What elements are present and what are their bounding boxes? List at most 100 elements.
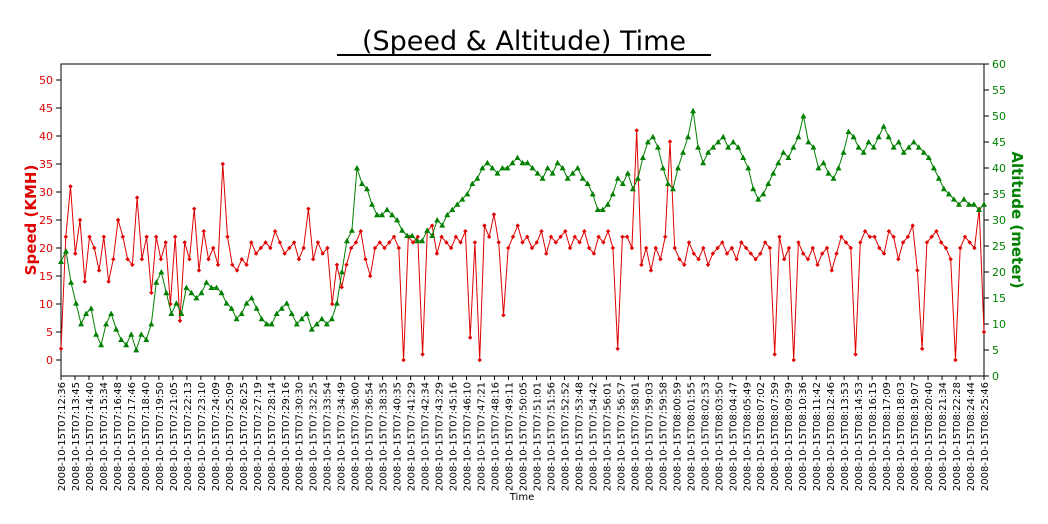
altitude-point bbox=[755, 196, 762, 202]
speed-point bbox=[82, 279, 87, 284]
speed-point bbox=[296, 257, 302, 262]
altitude-point bbox=[318, 315, 325, 322]
left-axis-tick-label: 20 bbox=[39, 242, 53, 255]
altitude-point bbox=[835, 165, 842, 171]
altitude-point bbox=[569, 170, 576, 176]
altitude-point bbox=[238, 310, 245, 316]
altitude-point bbox=[700, 159, 707, 166]
speed-point bbox=[534, 240, 539, 245]
y-axis-left-label: Speed (KMH) bbox=[22, 165, 40, 276]
x-axis-tick-label: 2008-10-15T08:07:02 bbox=[756, 382, 767, 491]
altitude-point bbox=[624, 170, 631, 176]
altitude-point bbox=[629, 185, 636, 192]
left-axis-tick-label: 45 bbox=[39, 102, 53, 115]
speed-point bbox=[63, 234, 68, 239]
altitude-point bbox=[78, 321, 85, 327]
speed-point bbox=[938, 240, 944, 245]
x-axis-tick-label: 2008-10-15T07:15:34 bbox=[99, 382, 110, 491]
speed-point bbox=[372, 245, 378, 251]
speed-point bbox=[834, 251, 839, 256]
altitude-point bbox=[333, 300, 340, 306]
left-axis-tick-label: 10 bbox=[39, 298, 53, 311]
x-axis-tick-label: 2008-10-15T08:12:46 bbox=[826, 382, 837, 491]
altitude-point bbox=[474, 175, 481, 181]
altitude-point bbox=[970, 201, 977, 207]
speed-point bbox=[705, 262, 711, 267]
speed-point bbox=[192, 206, 197, 211]
altitude-point bbox=[669, 185, 676, 192]
speed-point bbox=[253, 251, 259, 256]
altitude-point bbox=[830, 175, 837, 181]
x-axis-tick-label: 2008-10-15T07:56:01 bbox=[602, 382, 613, 491]
speed-point bbox=[605, 229, 611, 234]
speed-point bbox=[363, 257, 368, 262]
speed-point bbox=[434, 251, 440, 256]
speed-point bbox=[667, 139, 673, 144]
speed-point bbox=[344, 262, 349, 267]
altitude-point bbox=[379, 211, 386, 218]
y-axis-right-label: Altitude (meter) bbox=[1008, 151, 1026, 288]
x-axis-tick-label: 2008-10-15T08:17:09 bbox=[882, 382, 893, 491]
altitude-point bbox=[795, 133, 802, 140]
speed-point bbox=[353, 240, 359, 245]
speed-point bbox=[815, 262, 820, 267]
x-axis-tick-label: 2008-10-15T08:24:44 bbox=[966, 382, 977, 491]
altitude-point bbox=[323, 321, 330, 327]
speed-point bbox=[306, 206, 311, 211]
altitude-point bbox=[619, 180, 626, 186]
speed-point bbox=[924, 240, 930, 245]
altitude-point bbox=[554, 159, 561, 166]
x-axis-tick-label: 2008-10-15T08:18:03 bbox=[896, 382, 907, 491]
speed-point bbox=[610, 245, 616, 251]
right-axis-tick-label: 45 bbox=[992, 136, 1006, 149]
speed-point bbox=[429, 223, 435, 228]
altitude-point bbox=[815, 165, 822, 171]
altitude-point bbox=[103, 321, 110, 327]
speed-point bbox=[272, 229, 278, 234]
right-axis: 0 5 10 15 20 25 30 35 40 45 50 55 60 bbox=[984, 58, 1006, 383]
speed-point bbox=[967, 240, 972, 245]
speed-point bbox=[182, 240, 187, 245]
altitude-point bbox=[775, 159, 782, 166]
x-axis-tick-label: 2008-10-15T07:27:19 bbox=[253, 382, 264, 491]
altitude-point bbox=[604, 201, 611, 207]
altitude-point bbox=[198, 289, 205, 296]
altitude-point bbox=[454, 201, 461, 207]
altitude-point bbox=[865, 139, 872, 145]
altitude-point bbox=[208, 284, 215, 290]
altitude-point bbox=[740, 154, 747, 160]
altitude-point bbox=[820, 159, 827, 166]
x-axis-tick-label: 2008-10-15T07:51:01 bbox=[532, 382, 543, 491]
speed-point bbox=[981, 329, 987, 335]
altitude-point bbox=[439, 222, 446, 228]
x-axis-tick-label: 2008-10-15T07:21:05 bbox=[169, 382, 180, 491]
altitude-point bbox=[263, 321, 270, 327]
speed-point bbox=[96, 268, 102, 273]
altitude-point bbox=[278, 305, 285, 311]
left-axis-tick-label: 0 bbox=[46, 354, 53, 367]
speed-point bbox=[686, 240, 692, 245]
speed-point bbox=[201, 229, 206, 234]
x-axis-tick-label: 2008-10-15T07:59:03 bbox=[644, 382, 655, 491]
speed-point bbox=[891, 234, 896, 239]
altitude-point bbox=[348, 227, 355, 233]
speed-point bbox=[258, 245, 264, 251]
speed-point bbox=[653, 245, 658, 251]
speed-point bbox=[872, 234, 877, 239]
altitude-point bbox=[233, 315, 240, 322]
altitude-point bbox=[850, 133, 857, 140]
altitude-point bbox=[419, 237, 426, 244]
altitude-point bbox=[514, 154, 521, 160]
right-axis-tick-label: 15 bbox=[992, 292, 1006, 305]
altitude-point bbox=[534, 170, 541, 176]
speed-point bbox=[130, 262, 135, 267]
speed-point bbox=[153, 234, 159, 239]
altitude-point bbox=[128, 331, 135, 337]
altitude-point bbox=[158, 269, 165, 275]
speed-point bbox=[929, 234, 934, 239]
speed-point bbox=[477, 357, 482, 363]
x-axis-tick-label: 2008-10-15T07:34:49 bbox=[337, 382, 348, 491]
x-axis-tick-label: 2008-10-15T07:49:11 bbox=[505, 382, 516, 491]
speed-point bbox=[334, 262, 340, 267]
altitude-point bbox=[153, 279, 160, 285]
